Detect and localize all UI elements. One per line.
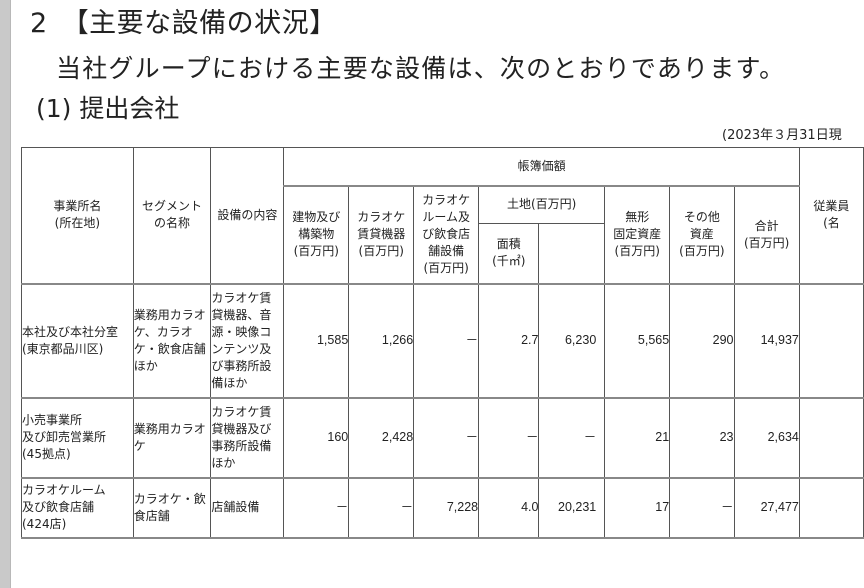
table-row: 本社及び本社分室 (東京都品川区) 業務用カラオケ、カラオケ・飲食店舗ほか カラ… <box>21 283 864 399</box>
header-office: 事業所名 (所在地) <box>21 147 134 285</box>
intro-text: 当社グループにおける主要な設備は、次のとおりであります。 <box>56 54 786 83</box>
header-karaoke-rental: カラオケ 賃貸機器 (百万円) <box>348 185 415 285</box>
table-row: 小売事業所 及び卸売営業所 (45拠点) 業務用カラオケ カラオケ賃貸機器及び事… <box>21 397 864 479</box>
as-of-date: (2023年３月31日現 <box>722 128 842 143</box>
header-land-value <box>538 223 606 285</box>
cell-office: カラオケルーム 及び飲食店舗 (424店) <box>21 477 134 539</box>
cell-land-value: － <box>538 397 606 479</box>
cell-other: 290 <box>669 283 735 399</box>
cell-land-area: － <box>478 397 540 479</box>
cell-office: 本社及び本社分室 (東京都品川区) <box>21 283 134 399</box>
header-total: 合計 (百万円) <box>733 185 800 285</box>
header-land: 土地(百万円) <box>478 185 606 224</box>
cell-karaoke-room: 7,228 <box>413 477 480 539</box>
section-number: 2 <box>30 8 48 39</box>
cell-land-area: 2.7 <box>478 283 540 399</box>
cell-intangible: 5,565 <box>604 283 671 399</box>
cell-segment: 業務用カラオケ <box>132 397 212 479</box>
header-segment: セグメント の名称 <box>132 147 212 285</box>
cell-land-value: 6,230 <box>538 283 606 399</box>
header-land-area: 面積 (千㎡) <box>478 223 540 285</box>
cell-equipment: 店舗設備 <box>210 477 285 539</box>
cell-karaoke-room: － <box>413 397 480 479</box>
cell-karaoke-rental: 2,428 <box>348 397 415 479</box>
cell-equipment: カラオケ賃貸機器、音源・映像コンテンツ及び事務所設備ほか <box>210 283 285 399</box>
cell-total: 2,634 <box>733 397 800 479</box>
cell-intangible: 17 <box>604 477 671 539</box>
cell-land-value: 20,231 <box>538 477 606 539</box>
section-title: 【主要な設備の状況】 <box>61 8 337 39</box>
cell-employees <box>798 477 864 539</box>
cell-employees <box>798 397 864 479</box>
cell-office: 小売事業所 及び卸売営業所 (45拠点) <box>21 397 134 479</box>
cell-total: 14,937 <box>733 283 800 399</box>
cell-karaoke-rental: － <box>348 477 415 539</box>
cell-buildings: 1,585 <box>283 283 350 399</box>
cell-buildings: － <box>283 477 350 539</box>
header-row-2: 建物及び 構築物 (百万円) カラオケ 賃貸機器 (百万円) カラオケ ルーム及… <box>22 185 864 285</box>
cell-employees <box>798 283 864 399</box>
header-row-3: 面積 (千㎡) <box>22 223 864 285</box>
header-buildings: 建物及び 構築物 (百万円) <box>283 185 350 285</box>
cell-intangible: 21 <box>604 397 671 479</box>
header-karaoke-room: カラオケ ルーム及 び飲食店 舗設備 (百万円) <box>413 185 480 285</box>
cell-other: 23 <box>669 397 735 479</box>
cell-equipment: カラオケ賃貸機器及び事務所設備ほか <box>210 397 285 479</box>
cell-segment: 業務用カラオケ、カラオケ・飲食店舗ほか <box>132 283 212 399</box>
header-book-value: 帳簿価額 <box>283 147 800 187</box>
cell-buildings: 160 <box>283 397 350 479</box>
header-other: その他 資産 (百万円) <box>669 185 735 285</box>
table-row: カラオケルーム 及び飲食店舗 (424店) カラオケ・飲食店舗 店舗設備 － －… <box>21 477 864 539</box>
cell-karaoke-room: － <box>413 283 480 399</box>
header-row-1: 事業所名 (所在地) セグメント の名称 設備の内容 帳簿価額 従業員 (名 <box>21 147 864 285</box>
cell-total: 27,477 <box>733 477 800 539</box>
cell-segment: カラオケ・飲食店舗 <box>132 477 212 539</box>
subsection-title: (1) 提出会社 <box>36 94 180 123</box>
cell-other: － <box>669 477 735 539</box>
header-employees: 従業員 (名 <box>798 147 864 285</box>
section-heading: 2 【主要な設備の状況】 <box>30 6 337 42</box>
header-intangible: 無形 固定資産 (百万円) <box>604 185 671 285</box>
cell-karaoke-rental: 1,266 <box>348 283 415 399</box>
header-equipment: 設備の内容 <box>210 147 285 285</box>
cell-land-area: 4.0 <box>478 477 540 539</box>
page-margin-bar <box>0 0 11 588</box>
equipment-table: 事業所名 (所在地) セグメント の名称 設備の内容 帳簿価額 従業員 (名 建… <box>21 147 864 539</box>
